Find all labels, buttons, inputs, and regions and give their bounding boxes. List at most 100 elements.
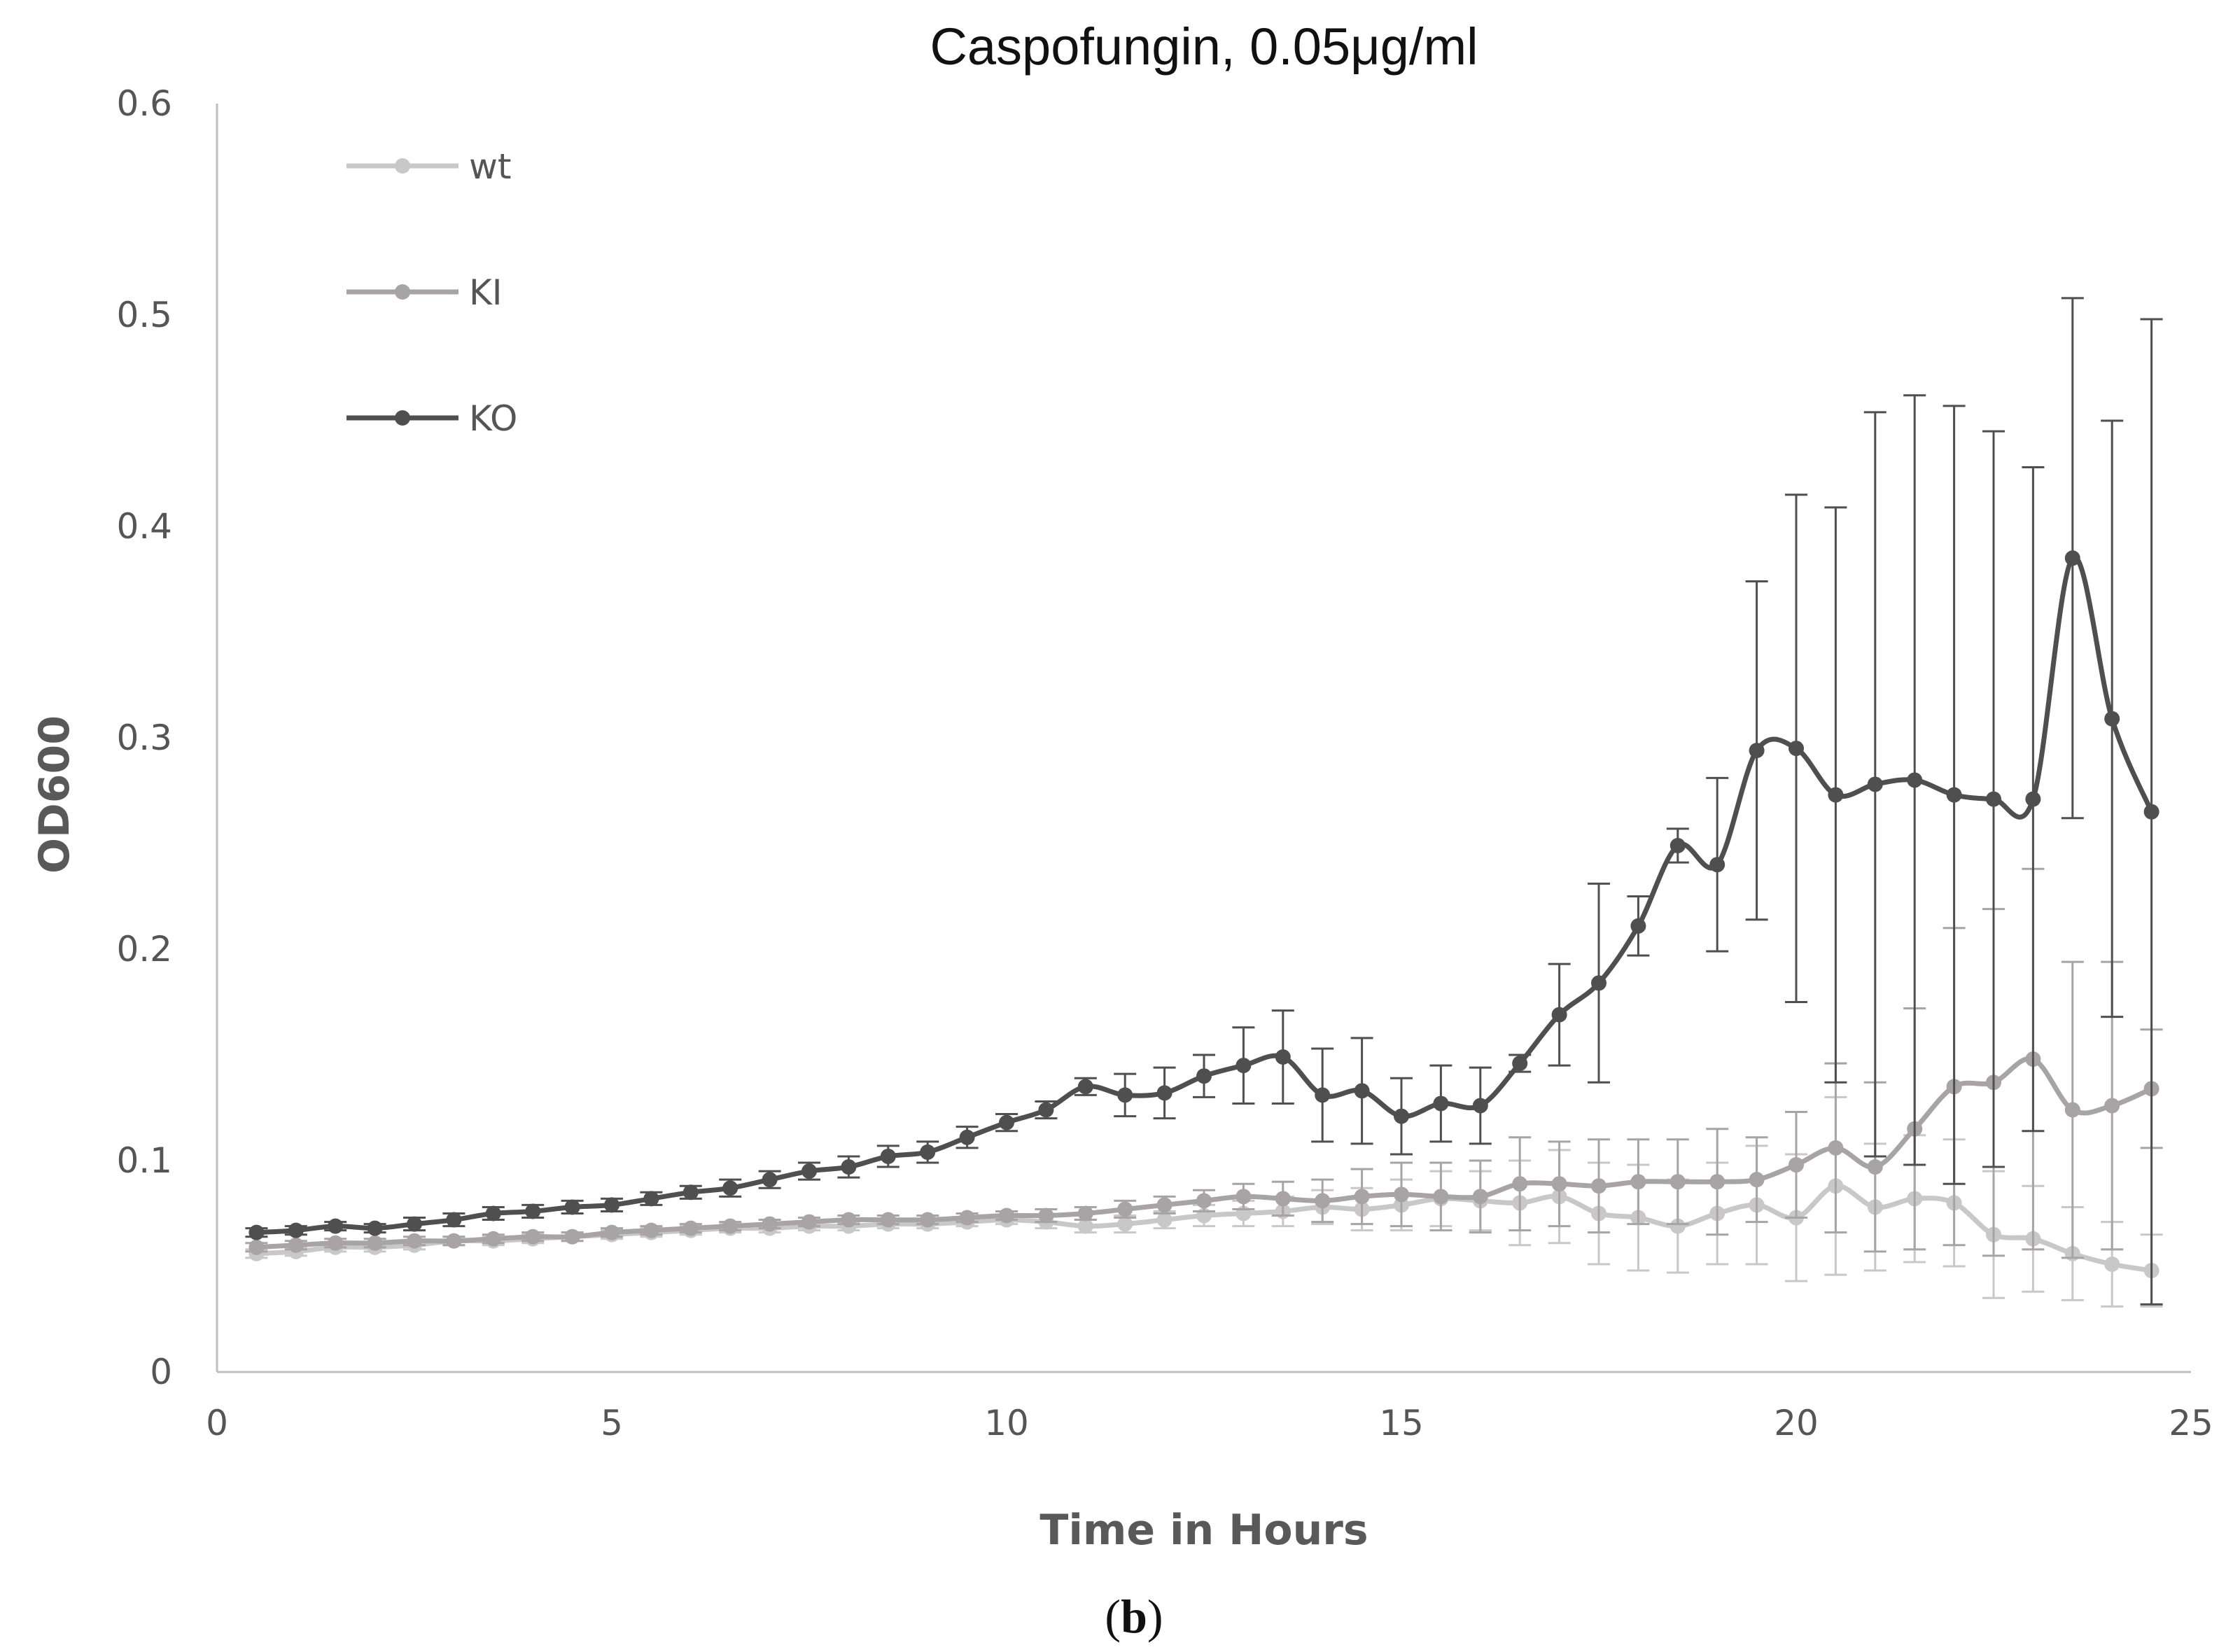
data-point xyxy=(959,1129,975,1145)
data-point xyxy=(1156,1197,1172,1213)
data-point xyxy=(2104,710,2120,727)
data-point xyxy=(564,1228,580,1245)
legend-swatch-marker xyxy=(395,410,410,426)
figure-caption: (b) xyxy=(1105,1590,1163,1643)
data-point xyxy=(1117,1216,1133,1232)
data-point xyxy=(2104,1256,2120,1272)
data-point xyxy=(1156,1085,1172,1101)
data-point xyxy=(762,1216,778,1232)
data-point xyxy=(1117,1087,1133,1103)
data-point xyxy=(328,1218,344,1234)
data-point xyxy=(2064,1102,2080,1118)
data-point xyxy=(841,1159,857,1175)
axes xyxy=(216,104,2191,1373)
data-point xyxy=(999,1208,1014,1224)
data-point xyxy=(722,1180,738,1196)
data-point xyxy=(762,1172,778,1188)
data-point xyxy=(1709,1174,1726,1190)
data-point xyxy=(1591,975,1606,991)
data-point xyxy=(1117,1201,1133,1217)
data-point xyxy=(248,1224,265,1240)
x-tick-label: 15 xyxy=(1379,1403,1424,1443)
data-point xyxy=(1512,1176,1528,1192)
data-point xyxy=(841,1212,857,1228)
data-point xyxy=(1433,1096,1449,1112)
data-point xyxy=(682,1220,699,1236)
data-point xyxy=(1196,1068,1212,1084)
data-point xyxy=(1038,1102,1054,1118)
data-point xyxy=(1077,1218,1093,1234)
plot-area xyxy=(245,297,2163,1308)
data-point xyxy=(999,1114,1014,1130)
x-tick-label: 20 xyxy=(1774,1403,1819,1443)
data-point xyxy=(2104,1098,2120,1114)
data-point xyxy=(1986,791,2001,807)
data-point xyxy=(643,1191,659,1207)
x-tick-labels: 0 5 10 15 20 25 xyxy=(206,1403,2213,1443)
data-point xyxy=(1315,1087,1331,1103)
data-point xyxy=(959,1210,975,1226)
data-point xyxy=(1236,1058,1252,1074)
series-line xyxy=(256,554,2154,1236)
data-point xyxy=(288,1222,304,1238)
data-point xyxy=(604,1224,620,1240)
data-point xyxy=(485,1231,501,1247)
y-tick-label: 0.4 xyxy=(116,506,172,547)
data-point xyxy=(1828,787,1844,803)
data-point xyxy=(920,1144,936,1160)
data-point xyxy=(1551,1176,1567,1192)
data-point xyxy=(1472,1098,1488,1114)
data-point xyxy=(446,1233,462,1249)
data-point xyxy=(1433,1189,1449,1205)
data-point xyxy=(802,1163,817,1180)
data-point xyxy=(802,1214,817,1230)
data-point xyxy=(1196,1193,1212,1209)
data-point xyxy=(1749,1172,1765,1188)
x-tick-label: 0 xyxy=(206,1403,228,1443)
caption-open-paren: ( xyxy=(1105,1590,1121,1643)
data-point xyxy=(367,1220,383,1236)
y-tick-label: 0.5 xyxy=(116,295,172,335)
data-point xyxy=(446,1212,462,1228)
data-point xyxy=(2143,804,2160,820)
y-tick-label: 0 xyxy=(150,1352,172,1392)
data-point xyxy=(880,1148,896,1164)
data-point xyxy=(880,1212,896,1228)
legend-item-KO: KO xyxy=(346,398,517,439)
y-tick-labels: 0 0.1 0.2 0.3 0.4 0.5 0.6 xyxy=(116,83,172,1392)
data-point xyxy=(1788,741,1804,757)
data-point xyxy=(1670,1218,1686,1234)
data-point xyxy=(1946,787,1962,803)
data-point xyxy=(1156,1212,1172,1228)
legend-item-wt: wt xyxy=(346,146,512,187)
data-point xyxy=(485,1205,501,1222)
data-point xyxy=(525,1203,541,1219)
data-point xyxy=(1394,1186,1409,1203)
data-point xyxy=(525,1228,541,1245)
x-tick-label: 5 xyxy=(601,1403,623,1443)
data-point xyxy=(1630,1174,1646,1190)
data-point xyxy=(1315,1193,1331,1209)
data-point xyxy=(682,1184,699,1200)
data-point xyxy=(1867,1159,1883,1175)
data-point xyxy=(1275,1049,1291,1065)
data-point xyxy=(407,1216,422,1232)
data-point xyxy=(722,1218,738,1234)
data-point xyxy=(1709,857,1726,873)
data-point xyxy=(1512,1056,1528,1072)
legend-item-KI: KI xyxy=(346,272,503,313)
chart-title: Caspofungin, 0.05μg/ml xyxy=(930,18,1478,76)
data-point xyxy=(1394,1108,1409,1124)
legend: wt KI KO xyxy=(346,146,517,439)
caption-letter: b xyxy=(1121,1590,1147,1643)
data-point xyxy=(367,1235,383,1251)
data-point xyxy=(328,1235,344,1251)
data-point xyxy=(407,1233,422,1249)
data-point xyxy=(248,1239,265,1255)
data-point xyxy=(1670,1174,1686,1190)
data-point xyxy=(920,1212,936,1228)
caption-close-paren: ) xyxy=(1147,1590,1163,1643)
x-tick-label: 10 xyxy=(984,1403,1029,1443)
data-point xyxy=(1867,776,1883,792)
legend-swatch-marker xyxy=(395,284,410,300)
